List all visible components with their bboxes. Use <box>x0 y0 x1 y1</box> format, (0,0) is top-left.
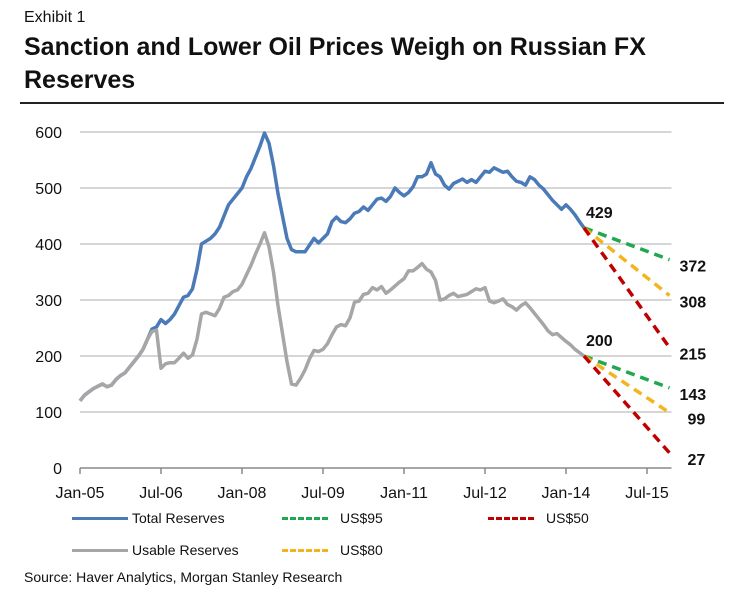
x-tick-label: Jan-11 <box>380 485 428 502</box>
legend-label-total: Total Reserves <box>132 510 225 526</box>
legend-item-us80: US$80 <box>282 542 383 558</box>
y-tick-label: 400 <box>35 237 62 254</box>
data-label: 215 <box>680 347 707 364</box>
series-line-usable-reserves <box>78 231 586 402</box>
series-line-us-50-usable <box>582 354 671 455</box>
legend-item-usable: Usable Reserves <box>72 542 239 558</box>
legend-label-us50: US$50 <box>546 510 589 526</box>
x-axis: Jan-05 Jul-06 Jan-08 Jul-09 Jan-11 Jul-12 Jan-… <box>56 467 672 502</box>
legend-swatch-total <box>72 516 128 520</box>
legend-swatch-us50 <box>488 516 534 520</box>
x-tick-label: Jan-08 <box>218 485 267 502</box>
y-tick-label: 500 <box>35 181 62 198</box>
exhibit-label: Exhibit 1 <box>24 9 86 26</box>
y-tick-label: 200 <box>35 349 62 366</box>
legend-item-us50: US$50 <box>488 510 589 526</box>
data-label: 99 <box>688 412 706 429</box>
legend-label-usable: Usable Reserves <box>132 542 239 558</box>
legend-swatch-us80 <box>282 548 328 552</box>
legend-label-us80: US$80 <box>340 542 383 558</box>
series-line-total-reserves <box>78 131 586 402</box>
series-line-us-80-total <box>582 226 671 297</box>
series-line-us-80-usable <box>583 354 671 415</box>
data-label: 143 <box>680 387 707 404</box>
x-tick-label: Jan-14 <box>542 485 591 502</box>
y-tick-label: 100 <box>35 405 62 422</box>
data-label: 200 <box>586 333 613 350</box>
x-tick-label: Jul-15 <box>625 485 669 502</box>
series-lines <box>78 131 671 455</box>
y-tick-label: 0 <box>53 461 62 478</box>
series-line-us-95-total <box>583 226 671 262</box>
data-label: 429 <box>586 205 613 222</box>
y-tick-label: 300 <box>35 293 62 310</box>
data-labels: 429 200 372 308 215 143 99 27 <box>586 205 706 469</box>
x-tick-label: Jul-06 <box>139 485 183 502</box>
title-rule <box>20 102 724 104</box>
y-axis-ticks: 0 100 200 300 400 500 600 <box>35 125 62 478</box>
chart-title: Sanction and Lower Oil Prices Weigh on R… <box>24 33 646 94</box>
data-label: 372 <box>680 259 707 276</box>
legend-swatch-usable <box>72 548 128 552</box>
legend-swatch-us95 <box>282 516 328 520</box>
x-tick-label: Jul-09 <box>301 485 345 502</box>
y-tick-label: 600 <box>35 125 62 142</box>
series-line-us-95-usable <box>583 354 671 390</box>
source-note: Source: Haver Analytics, Morgan Stanley … <box>24 569 343 585</box>
legend-label-us95: US$95 <box>340 510 383 526</box>
legend-item-total: Total Reserves <box>72 510 225 526</box>
series-line-us-50-total <box>582 226 671 349</box>
x-tick-label: Jan-05 <box>56 485 105 502</box>
data-label: 308 <box>680 295 707 312</box>
gridlines <box>80 131 672 413</box>
data-label: 27 <box>688 452 706 469</box>
legend-item-us95: US$95 <box>282 510 383 526</box>
x-tick-label: Jul-12 <box>463 485 507 502</box>
